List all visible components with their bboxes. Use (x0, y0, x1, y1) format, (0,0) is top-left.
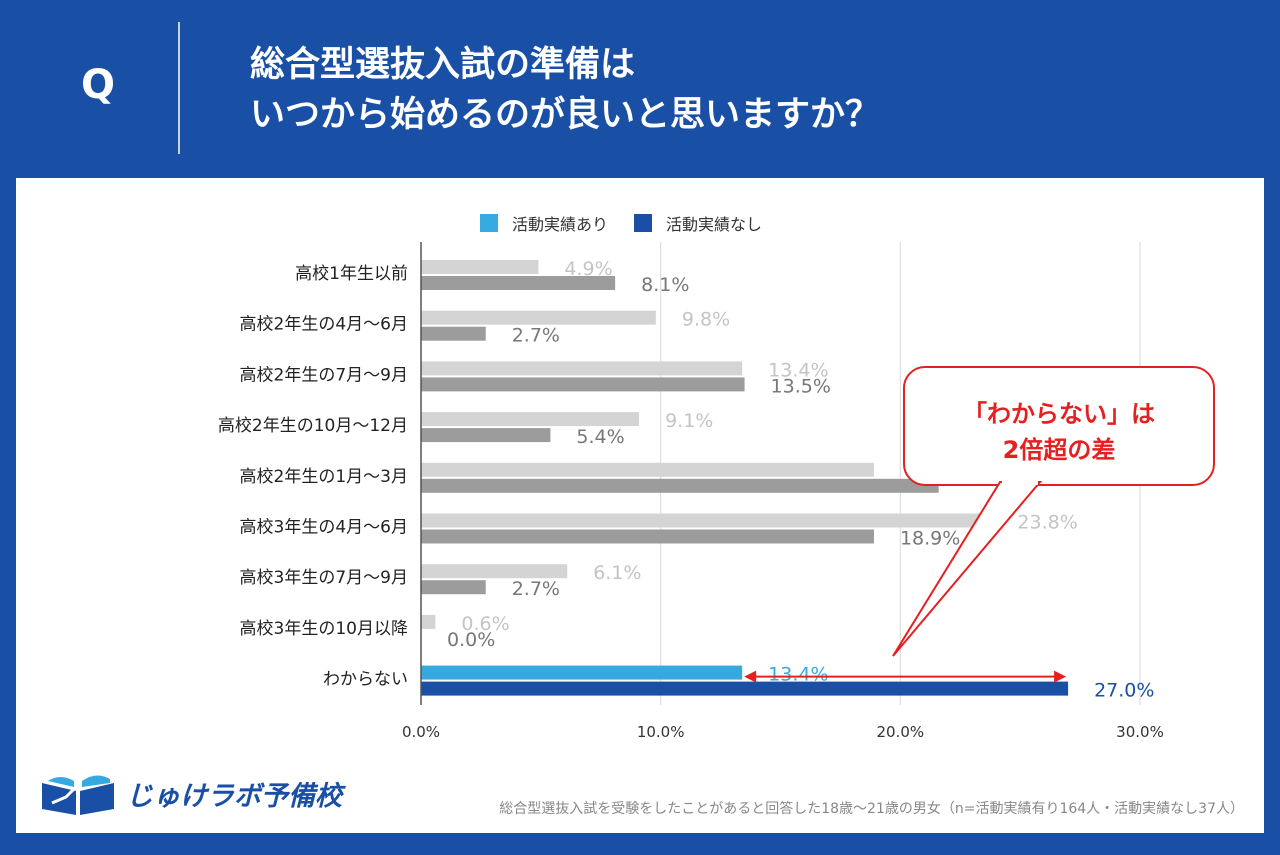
bar (421, 326, 486, 341)
bar (421, 310, 656, 325)
bar (421, 260, 539, 274)
data-label: 0.0% (447, 629, 495, 651)
legend-item-with-activity: 活動実績あり (480, 211, 608, 235)
category-label: 高校3年生の7月〜9月 (240, 568, 408, 588)
bar (421, 478, 939, 493)
legend-label-with-activity: 活動実績あり (512, 215, 609, 234)
legend-swatch-with-activity (480, 214, 498, 232)
category-label: 高校2年生の4月〜6月 (240, 315, 408, 335)
x-tick-label: 30.0% (1116, 723, 1164, 741)
data-label: 18.9% (900, 528, 960, 550)
q-mark: Q (80, 62, 115, 108)
data-label: 6.1% (593, 562, 641, 584)
category-label: 高校2年生の7月〜9月 (240, 365, 408, 385)
question-header: Q 総合型選抜入試の準備は いつから始めるのが良いと思いますか？ (0, 0, 1280, 178)
x-tick-label: 20.0% (877, 723, 925, 741)
question-title-line2: いつから始めるのが良いと思いますか？ (250, 95, 881, 135)
data-label: 4.9% (564, 258, 612, 280)
bar (421, 276, 616, 290)
callout-line2: 2倍超の差 (1002, 436, 1116, 464)
data-label: 13.5% (771, 375, 831, 397)
legend-item-without-activity: 活動実績なし (634, 211, 762, 235)
bar (421, 377, 745, 392)
legend-swatch-without-activity (634, 214, 653, 232)
x-tick-label: 10.0% (637, 723, 685, 741)
bar (421, 412, 640, 427)
category-label: 高校1年生以前 (295, 264, 408, 284)
data-label: 9.8% (682, 309, 730, 331)
category-label: わからない (323, 670, 408, 690)
difference-arrow-right-head (1054, 670, 1067, 683)
data-label: 8.1% (641, 274, 689, 296)
data-label: 9.1% (665, 410, 713, 432)
data-label: 2.7% (512, 578, 560, 600)
data-label: 2.7% (512, 325, 560, 347)
bar (421, 564, 568, 579)
bar (421, 529, 874, 544)
header-divider (178, 22, 180, 154)
callout-box: 「わからない」は 2倍超の差 (903, 366, 1215, 486)
data-label: 23.8% (1017, 512, 1077, 534)
category-label: 高校3年生の10月以降 (240, 619, 408, 639)
question-title-line1: 総合型選抜入試の準備は (250, 45, 636, 85)
bar (421, 513, 992, 528)
category-label: 高校2年生の1月〜3月 (240, 467, 408, 487)
bar (421, 665, 743, 680)
bar (421, 361, 743, 376)
bar (421, 428, 551, 443)
question-title: 総合型選抜入試の準備は いつから始めるのが良いと思いますか？ (250, 40, 1250, 140)
legend-label-without-activity: 活動実績なし (666, 215, 763, 234)
x-tick-label: 0.0% (402, 723, 440, 741)
logo: じゅけラボ予備校 (38, 768, 342, 818)
data-label: 0.6% (461, 613, 509, 635)
data-label: 13.4% (768, 664, 828, 686)
data-label: 5.4% (576, 426, 624, 448)
bar (421, 681, 1069, 696)
chart-legend: 活動実績あり 活動実績なし (480, 212, 788, 234)
category-label: 高校3年生の4月〜6月 (240, 518, 408, 538)
difference-arrow-left-head (744, 670, 757, 683)
bar (421, 462, 874, 477)
footnote: 総合型選抜入試を受験をしたことがあると回答した18歳〜21歳の男女（n=活動実績… (499, 801, 1244, 817)
bar (421, 580, 486, 595)
bar (421, 614, 436, 629)
callout-line1: 「わからない」は (963, 400, 1155, 428)
chart-card (16, 178, 1264, 833)
category-label: 高校2年生の10月〜12月 (218, 416, 408, 436)
data-label: 27.0% (1094, 680, 1154, 702)
book-icon (42, 775, 114, 815)
data-label: 13.4% (768, 359, 828, 381)
logo-text: じゅけラボ予備校 (126, 780, 342, 812)
